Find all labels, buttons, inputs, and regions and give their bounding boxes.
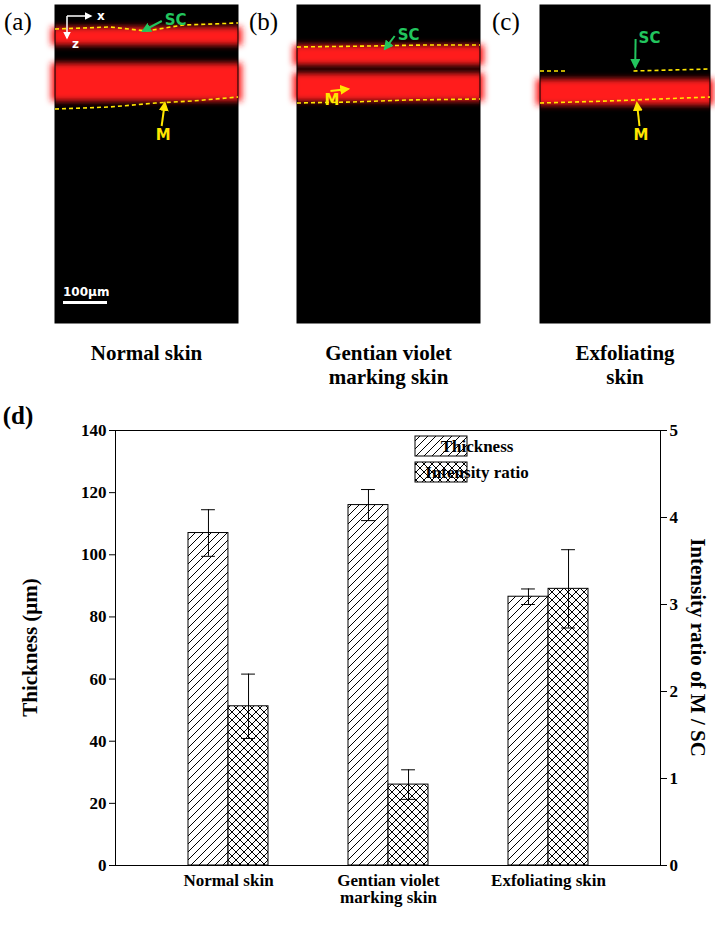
svg-text:120: 120 [81,483,107,502]
svg-text:20: 20 [90,794,107,813]
svg-text:(a): (a) [4,8,32,36]
svg-text:Gentian violetmarking skin: Gentian violetmarking skin [325,341,452,389]
svg-text:x: x [97,9,105,23]
svg-text:SC: SC [398,26,420,44]
svg-text:Exfoliating skin: Exfoliating skin [491,871,606,890]
svg-text:M: M [634,126,649,144]
svg-text:100μm: 100μm [63,285,109,299]
svg-text:40: 40 [90,732,107,751]
svg-text:M: M [324,91,339,109]
svg-text:Intensity ratio: Intensity ratio [425,463,528,482]
svg-text:5: 5 [670,421,679,440]
svg-text:140: 140 [81,421,107,440]
svg-text:0: 0 [98,856,107,875]
svg-text:Thickness (μm): Thickness (μm) [18,578,42,717]
svg-text:Gentian violetmarking skin: Gentian violetmarking skin [337,871,440,907]
svg-text:Exfoliatingskin: Exfoliatingskin [575,341,675,389]
svg-text:SC: SC [165,11,187,29]
svg-text:0: 0 [670,856,679,875]
svg-text:1: 1 [670,769,679,788]
svg-text:(c): (c) [492,8,520,36]
svg-text:Thickness: Thickness [441,437,514,456]
svg-text:(b): (b) [249,8,278,36]
svg-text:4: 4 [670,508,679,527]
svg-text:Normal skin: Normal skin [91,341,203,365]
svg-text:80: 80 [90,607,107,626]
svg-text:Normal skin: Normal skin [183,871,274,890]
svg-text:(d): (d) [3,402,34,430]
svg-text:60: 60 [90,670,107,689]
svg-text:z: z [72,37,79,51]
svg-text:100: 100 [81,545,107,564]
svg-text:2: 2 [670,682,679,701]
svg-text:M: M [156,126,171,144]
svg-text:Intensity ratio of M / SC: Intensity ratio of M / SC [686,538,710,757]
svg-text:3: 3 [670,595,679,614]
svg-text:SC: SC [639,29,661,47]
